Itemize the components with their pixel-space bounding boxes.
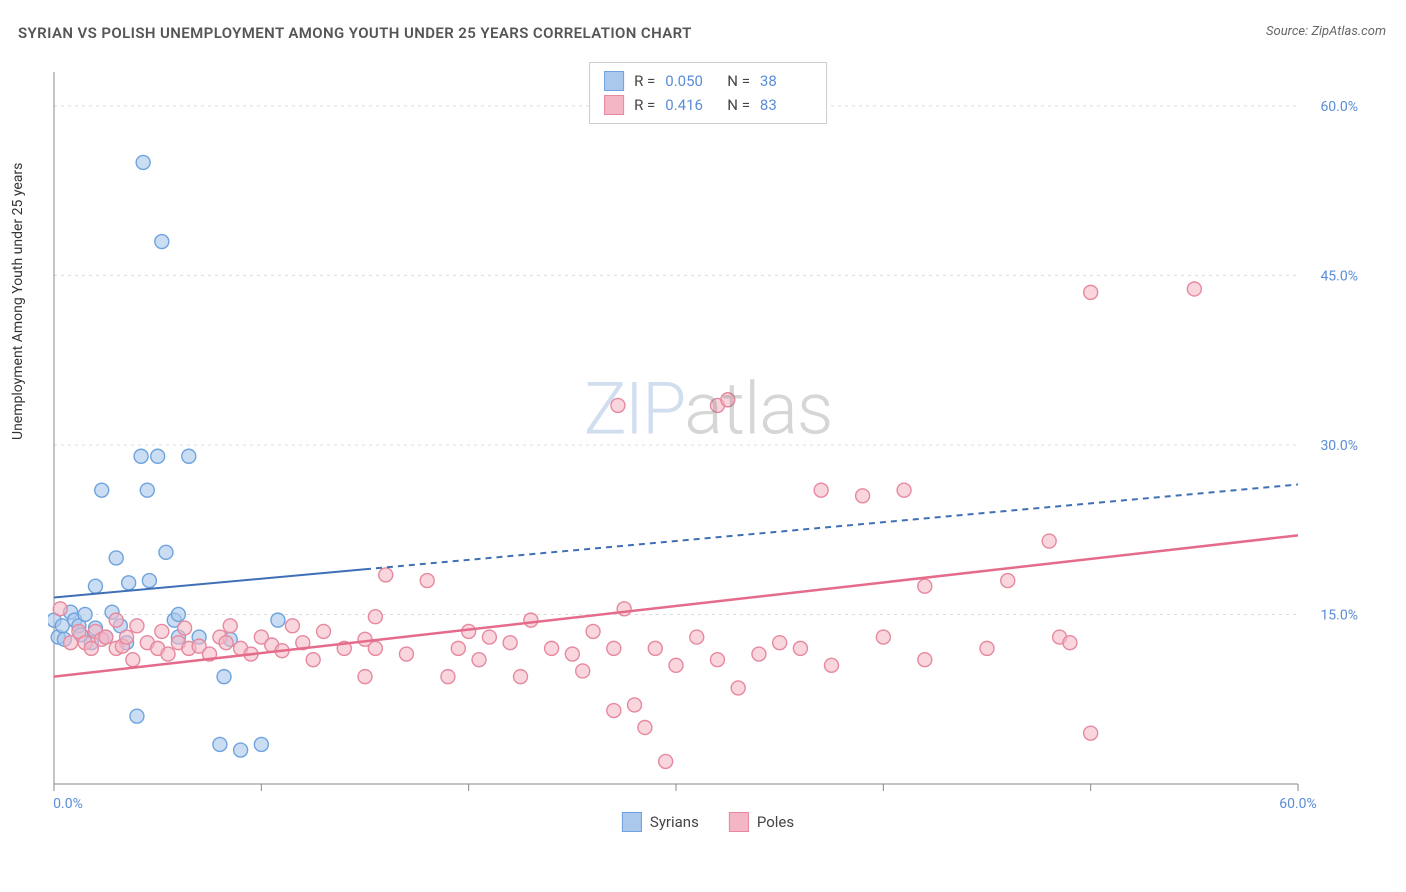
series-legend: Syrians Poles xyxy=(622,812,794,832)
correlation-legend: R = 0.050 N = 38 R = 0.416 N = 83 xyxy=(589,62,827,124)
swatch-syrians-icon xyxy=(604,71,624,91)
svg-text:0.0%: 0.0% xyxy=(53,796,83,812)
legend-item-poles: Poles xyxy=(729,812,794,832)
r-value-poles: 0.416 xyxy=(665,93,717,117)
r-label: R = xyxy=(634,93,655,117)
legend-row-poles: R = 0.416 N = 83 xyxy=(604,93,812,117)
n-value-poles: 83 xyxy=(760,93,812,117)
n-value-syrians: 38 xyxy=(760,69,812,93)
swatch-syrians-icon xyxy=(622,812,642,832)
svg-text:30.0%: 30.0% xyxy=(1320,438,1358,454)
svg-text:45.0%: 45.0% xyxy=(1320,268,1358,284)
r-label: R = xyxy=(634,69,655,93)
swatch-poles-icon xyxy=(729,812,749,832)
svg-text:60.0%: 60.0% xyxy=(1320,99,1358,115)
legend-label-syrians: Syrians xyxy=(650,813,699,831)
scatter-chart: 15.0% 30.0% 45.0% 60.0% 0.0% 60.0% xyxy=(48,62,1368,832)
source-link[interactable]: ZipAtlas.com xyxy=(1311,24,1386,39)
n-label: N = xyxy=(727,69,750,93)
svg-text:15.0%: 15.0% xyxy=(1320,607,1358,623)
source-credit: Source: ZipAtlas.com xyxy=(1266,24,1386,39)
plot-area: 15.0%30.0%45.0%60.0%0.0%60.0% ZIPatlas R… xyxy=(48,62,1368,832)
r-value-syrians: 0.050 xyxy=(665,69,717,93)
legend-row-syrians: R = 0.050 N = 38 xyxy=(604,69,812,93)
swatch-poles-icon xyxy=(604,95,624,115)
legend-item-syrians: Syrians xyxy=(622,812,699,832)
legend-label-poles: Poles xyxy=(757,813,794,831)
source-prefix: Source: xyxy=(1266,24,1311,39)
n-label: N = xyxy=(727,93,750,117)
y-axis-label: Unemployment Among Youth under 25 years xyxy=(10,163,26,440)
chart-title: SYRIAN VS POLISH UNEMPLOYMENT AMONG YOUT… xyxy=(18,24,692,42)
svg-text:60.0%: 60.0% xyxy=(1279,796,1317,812)
